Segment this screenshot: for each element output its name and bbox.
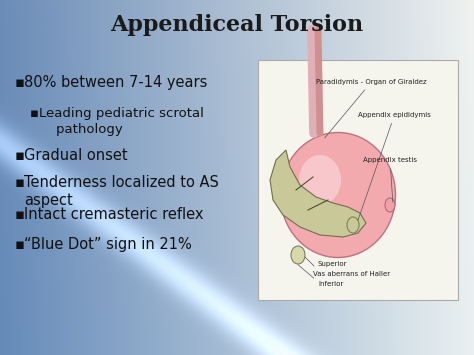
Text: ▪: ▪: [15, 207, 25, 222]
Text: Gradual onset: Gradual onset: [24, 148, 128, 163]
Polygon shape: [270, 150, 366, 237]
Ellipse shape: [291, 246, 305, 264]
Text: Leading pediatric scrotal
    pathology: Leading pediatric scrotal pathology: [39, 107, 204, 136]
Text: Appendix epididymis: Appendix epididymis: [358, 112, 431, 220]
Text: Paradidymis - Organ of Giraldez: Paradidymis - Organ of Giraldez: [316, 79, 427, 138]
Text: Vas aberrans of Haller: Vas aberrans of Haller: [313, 271, 390, 277]
Text: Tenderness localized to AS
aspect: Tenderness localized to AS aspect: [24, 175, 219, 208]
Text: Intact cremasteric reflex: Intact cremasteric reflex: [24, 207, 203, 222]
Text: “Blue Dot” sign in 21%: “Blue Dot” sign in 21%: [24, 237, 192, 252]
FancyBboxPatch shape: [258, 60, 458, 300]
Text: Appendiceal Torsion: Appendiceal Torsion: [110, 14, 364, 36]
Text: ▪: ▪: [15, 148, 25, 163]
Text: ▪: ▪: [30, 107, 39, 120]
Text: Inferior: Inferior: [318, 281, 343, 287]
Text: Superior: Superior: [318, 261, 347, 267]
Ellipse shape: [299, 155, 341, 205]
Ellipse shape: [281, 132, 395, 257]
Text: ▪: ▪: [15, 75, 25, 90]
Text: ▪: ▪: [15, 237, 25, 252]
Text: Appendix testis: Appendix testis: [363, 157, 417, 202]
Text: 80% between 7-14 years: 80% between 7-14 years: [24, 75, 207, 90]
Ellipse shape: [385, 198, 395, 212]
Text: ▪: ▪: [15, 175, 25, 190]
